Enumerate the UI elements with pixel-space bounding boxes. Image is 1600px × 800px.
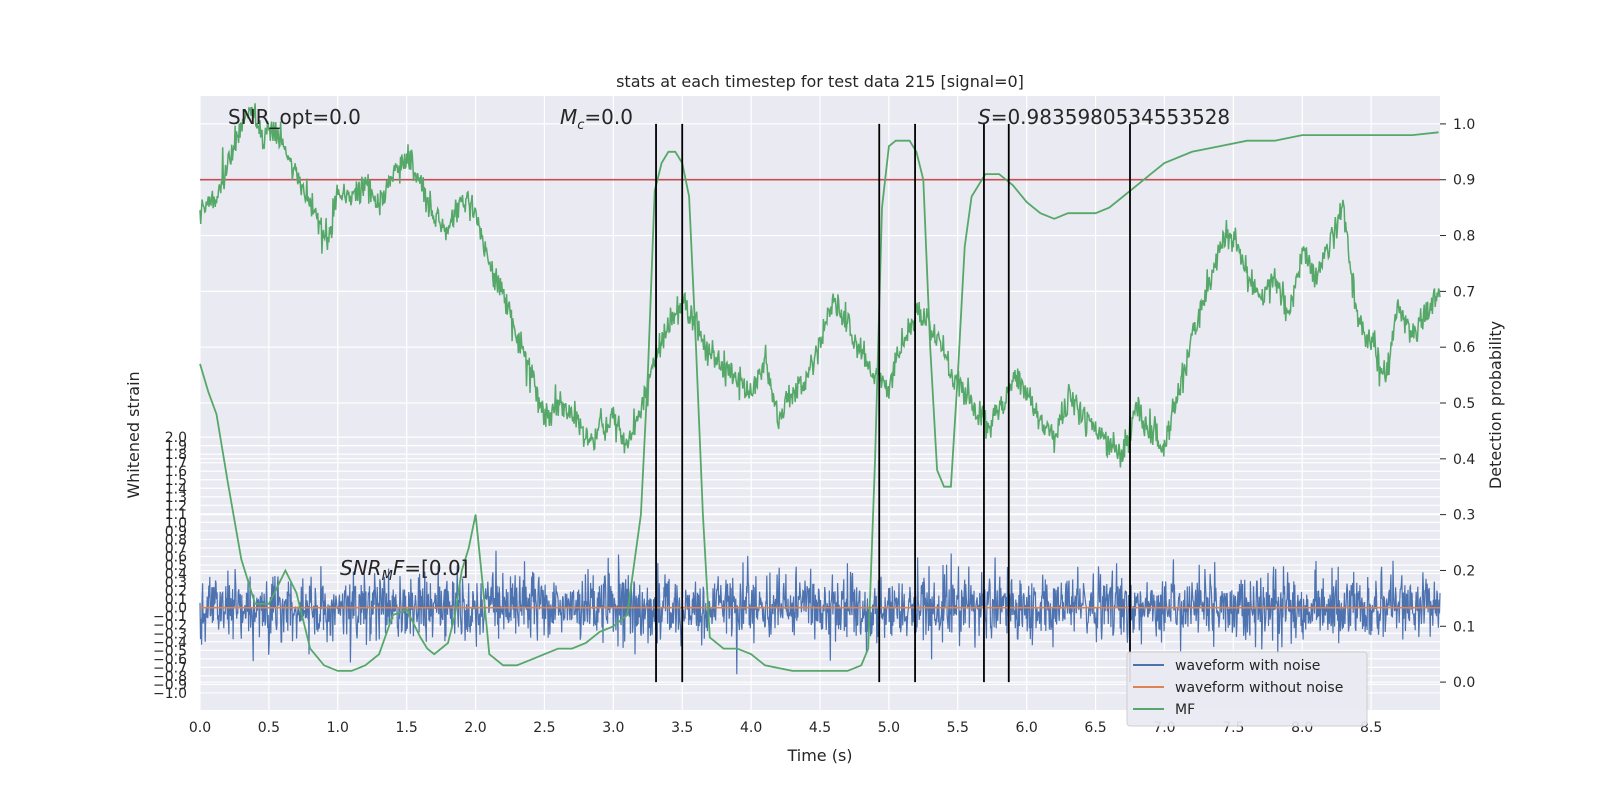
y-left-tick-label: −0.1 (153, 609, 187, 625)
y-left-tick-label: −0.2 (153, 618, 187, 634)
x-axis-ticks: 0.0 0.5 1.0 1.5 2.0 2.5 3.0 3.5 4.0 4.5 5.0 5.5 6.0 6… (189, 720, 1382, 736)
x-tick-label: 6.0 (1016, 720, 1038, 736)
x-tick-label: 3.5 (671, 720, 693, 736)
y-left-tick-label: 1.6 (165, 464, 187, 480)
x-tick-label: 6.5 (1084, 720, 1106, 736)
snr-mf-annotation: SNRMF=[0.0] (340, 556, 468, 584)
y-left-tick-label: −0.4 (153, 635, 187, 651)
y-right-tick-label: 0.6 (1453, 340, 1475, 356)
y-right-tick-label: 0.5 (1453, 396, 1475, 412)
y-left-tick-label: 0.4 (165, 567, 187, 583)
y-right-axis-label: Detection probability (1486, 321, 1505, 489)
y-left-tick-label: 0.6 (165, 550, 187, 566)
series-mf-probability (199, 131, 1439, 672)
y-right-tick-label: 0.9 (1453, 173, 1475, 189)
y-left-tick-label: 1.8 (165, 447, 187, 463)
y-left-tick-label: 0.1 (165, 592, 187, 608)
y-left-axis-label: Whitened strain (124, 371, 143, 498)
x-tick-label: 2.5 (533, 720, 555, 736)
noise-trace (199, 550, 1441, 675)
y-left-tick-label: 2.0 (165, 430, 187, 446)
y-left-tick-label: 1.2 (165, 498, 187, 514)
legend-label-mf: MF (1175, 702, 1195, 718)
legend: waveform with noise waveform without noi… (1126, 651, 1368, 727)
y-right-tick-label: 0.8 (1453, 229, 1475, 245)
mc-annotation: Mc=0.0 (560, 105, 633, 133)
y-left-tick-label: 0.3 (165, 575, 187, 591)
x-tick-label: 4.5 (809, 720, 831, 736)
x-tick-label: 5.5 (947, 720, 969, 736)
y-right-tick-label: 1.0 (1453, 117, 1475, 133)
x-tick-label: 1.0 (327, 720, 349, 736)
y-left-tick-label: 1.5 (165, 473, 187, 489)
y-left-tick-label: 0.2 (165, 584, 187, 600)
y-right-tick-label: 0.7 (1453, 284, 1475, 300)
snr-opt-annotation: SNR_opt=0.0 (228, 105, 361, 129)
y-right-tick-label: 0.0 (1453, 675, 1475, 691)
s-annotation: S=0.9835980534553528 (978, 105, 1230, 129)
series-mf-strain (199, 103, 1441, 468)
y-left-tick-label: −0.6 (153, 652, 187, 668)
y-right-axis-ticks: 0.0 0.1 0.2 0.3 0.4 0.5 0.6 0.7 0.8 0.9 1.0 (1440, 117, 1475, 691)
y-right-tick-label: 0.1 (1453, 619, 1475, 635)
y-right-tick-label: 0.4 (1453, 452, 1475, 468)
y-right-tick-label: 0.2 (1453, 563, 1475, 579)
y-right-tick-label: 0.3 (1453, 508, 1475, 524)
detection-markers (655, 123, 1131, 683)
y-left-axis-ticks: −1.0−0.9−0.8−0.7−0.6−0.5−0.4−0.3−0.2−0.1… (153, 430, 187, 702)
y-left-tick-label: 1.3 (165, 490, 187, 506)
x-tick-label: 5.0 (878, 720, 900, 736)
series-waveform-with-noise (199, 550, 1441, 675)
legend-box (1126, 651, 1368, 727)
x-tick-label: 1.5 (396, 720, 418, 736)
x-axis-label: Time (s) (786, 746, 852, 765)
y-left-tick-label: 0.0 (165, 601, 187, 617)
y-left-tick-label: −1.0 (153, 686, 187, 702)
y-left-tick-label: −0.9 (153, 677, 187, 693)
x-tick-label: 0.0 (189, 720, 211, 736)
y-left-tick-label: 0.7 (165, 541, 187, 557)
y-left-tick-label: −0.3 (153, 626, 187, 642)
y-left-tick-label: 0.8 (165, 532, 187, 548)
y-left-tick-label: 1.4 (165, 481, 187, 497)
y-left-tick-label: 1.1 (165, 507, 187, 523)
legend-label-clean: waveform without noise (1175, 680, 1343, 696)
x-tick-label: 3.0 (602, 720, 624, 736)
y-left-tick-label: 0.9 (165, 524, 187, 540)
x-tick-label: 0.5 (258, 720, 280, 736)
y-left-tick-label: −0.7 (153, 660, 187, 676)
y-left-tick-label: 0.5 (165, 558, 187, 574)
x-tick-label: 4.0 (740, 720, 762, 736)
legend-label-noise: waveform with noise (1175, 658, 1320, 674)
x-tick-label: 2.0 (464, 720, 486, 736)
y-left-tick-label: 1.9 (165, 439, 187, 455)
y-left-tick-label: −0.5 (153, 643, 187, 659)
y-left-tick-label: −0.8 (153, 669, 187, 685)
y-left-tick-label: 1.7 (165, 456, 187, 472)
y-left-tick-label: 1.0 (165, 515, 187, 531)
chart-title: stats at each timestep for test data 215… (616, 72, 1024, 91)
